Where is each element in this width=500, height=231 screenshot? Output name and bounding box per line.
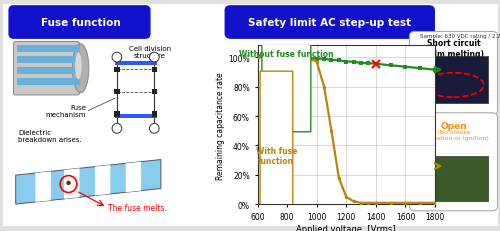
Text: Without fuse function: Without fuse function: [239, 50, 334, 59]
Circle shape: [112, 53, 122, 63]
Text: Sample: 630 VDC rating / 2.2 uF: Sample: 630 VDC rating / 2.2 uF: [420, 34, 500, 39]
Circle shape: [150, 53, 159, 63]
Bar: [114, 115, 156, 119]
Text: Dielectric
breakdown arises.: Dielectric breakdown arises.: [18, 130, 82, 143]
X-axis label: Applied voltage  [Vrms]: Applied voltage [Vrms]: [296, 224, 396, 231]
Text: Fuse
mechanism: Fuse mechanism: [46, 105, 86, 118]
Polygon shape: [126, 162, 141, 192]
Bar: [419, 157, 488, 201]
Bar: [114, 67, 119, 73]
Bar: [17, 57, 80, 63]
FancyBboxPatch shape: [14, 42, 80, 96]
Bar: [114, 90, 119, 95]
Bar: [114, 62, 156, 66]
Polygon shape: [95, 165, 110, 196]
FancyBboxPatch shape: [9, 7, 150, 39]
Text: Fuse function: Fuse function: [40, 18, 120, 28]
Circle shape: [112, 124, 122, 134]
FancyBboxPatch shape: [410, 113, 498, 211]
Ellipse shape: [72, 45, 89, 93]
Text: Cell division
structure: Cell division structure: [129, 46, 171, 59]
FancyBboxPatch shape: [214, 0, 500, 231]
FancyBboxPatch shape: [260, 72, 293, 231]
Polygon shape: [16, 160, 161, 204]
Bar: [17, 79, 80, 85]
FancyBboxPatch shape: [262, 0, 311, 132]
Text: Safety limit AC step-up test: Safety limit AC step-up test: [248, 18, 412, 28]
Text: (No smoke
generation or ignition): (No smoke generation or ignition): [418, 130, 489, 141]
Ellipse shape: [75, 53, 82, 80]
Bar: [152, 90, 157, 95]
Circle shape: [66, 181, 70, 185]
Bar: [152, 112, 157, 117]
Text: The fuse melts.: The fuse melts.: [108, 203, 167, 212]
Bar: [152, 67, 157, 73]
Text: Short circuit
(Film melting): Short circuit (Film melting): [423, 39, 484, 58]
Y-axis label: Remaining capacitance rate: Remaining capacitance rate: [216, 72, 226, 179]
Circle shape: [150, 124, 159, 134]
FancyBboxPatch shape: [0, 0, 227, 231]
Bar: [114, 55, 161, 121]
FancyBboxPatch shape: [225, 7, 434, 39]
Bar: [17, 68, 80, 74]
Polygon shape: [64, 169, 80, 199]
Bar: [17, 46, 80, 52]
FancyBboxPatch shape: [410, 32, 498, 116]
Text: Open: Open: [440, 121, 467, 130]
Bar: [419, 57, 488, 103]
Bar: [114, 112, 119, 117]
Text: With fuse
function: With fuse function: [256, 146, 297, 166]
Polygon shape: [36, 172, 51, 202]
